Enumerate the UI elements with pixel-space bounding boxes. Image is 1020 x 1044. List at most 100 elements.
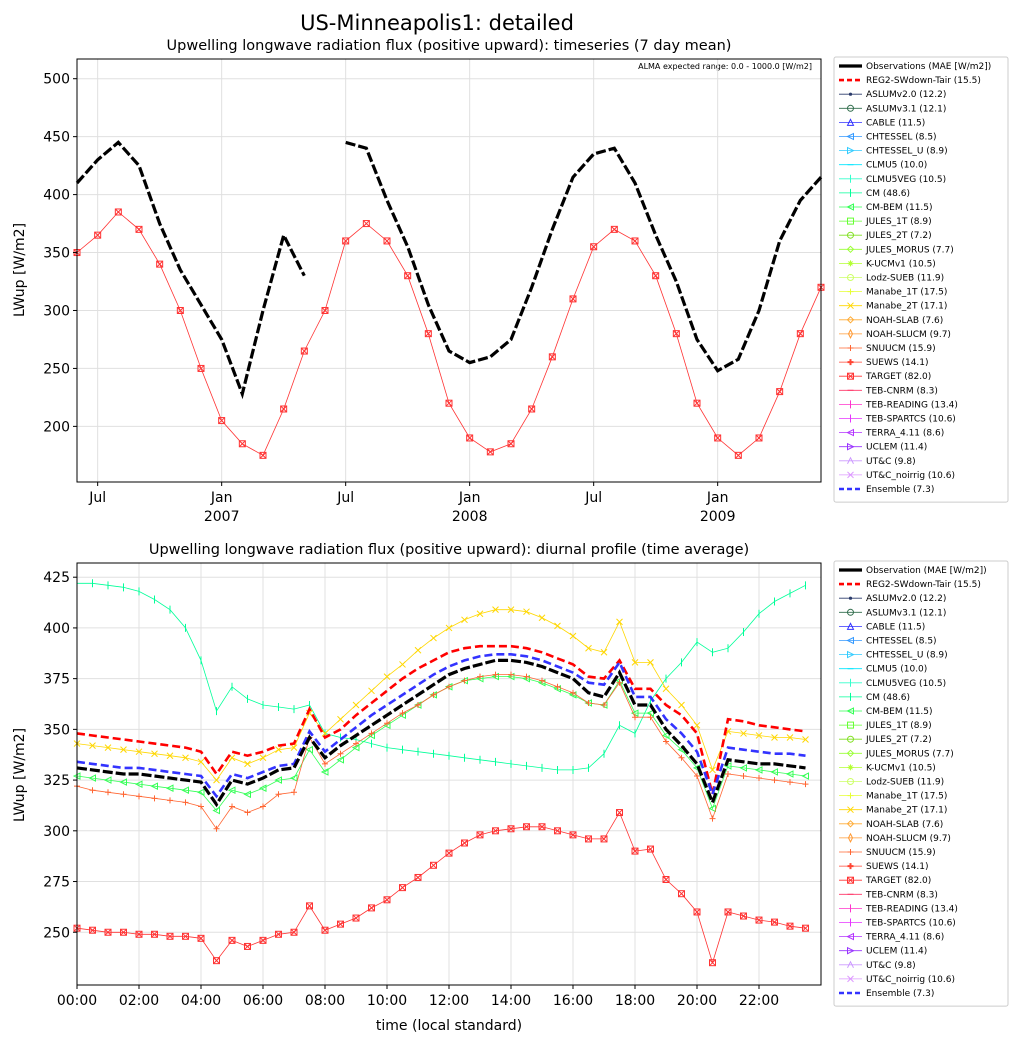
legend-label: CHTESSEL_U (8.9) [866, 651, 948, 661]
diurnal-x-tick-label: 00:00 [57, 993, 97, 1009]
diurnal-point-snuucm [260, 803, 266, 810]
diurnal-point-target-x [244, 943, 251, 950]
diurnal-point-target [662, 876, 670, 883]
legend-label: NOAH-SLAB (7.6) [866, 316, 943, 326]
diurnal-point-target [275, 930, 282, 938]
diurnal-point-manabe_2t [445, 624, 453, 632]
ts-point-target [672, 330, 680, 338]
legend-marker [847, 302, 854, 310]
ts-point-target-x [672, 330, 680, 338]
legend-marker [847, 456, 854, 465]
legend-label: JULES_1T (8.9) [865, 217, 932, 227]
diurnal-point-cm-bem [258, 784, 267, 793]
diurnal-point-target-x [585, 835, 592, 843]
legend-label: Lodz-SUEB (11.9) [866, 778, 944, 788]
diurnal-point-manabe_2t [275, 746, 282, 754]
ts-point-target-x [548, 353, 556, 361]
diurnal-y-tick-label: 275 [43, 875, 70, 891]
diurnal-point-target [693, 908, 701, 916]
legend-label: JULES_1T (8.9) [865, 721, 932, 731]
diurnal-point-target [151, 930, 158, 938]
diurnal-point-target-x [492, 827, 499, 835]
legend-label: REG2-SWdown-Tair (15.5) [866, 76, 981, 86]
diurnal-point-target [740, 912, 747, 920]
ts-point-target-x [218, 417, 226, 424]
legend-label: SUEWS (14.1) [866, 862, 929, 872]
diurnal-point-target [523, 823, 530, 831]
diurnal-y-tick-label: 400 [43, 621, 70, 637]
ts-point-target-x [507, 440, 515, 448]
diurnal-point-target [678, 890, 685, 898]
diurnal-point-snuucm [508, 671, 514, 678]
ts-point-target [238, 440, 246, 448]
diurnal-point-target-x [151, 930, 158, 938]
diurnal-x-axis-label: time (local standard) [376, 1018, 522, 1034]
ts-point-target-x [424, 330, 432, 338]
diurnal-point-cm-bem [150, 782, 158, 790]
diurnal-point-snuucm [136, 793, 142, 800]
diurnal-point-target-x [631, 847, 639, 855]
ts-point-target [218, 417, 226, 425]
legend-label: CHTESSEL (8.5) [866, 133, 937, 143]
legend-marker [847, 217, 854, 225]
diurnal-point-snuucm [275, 791, 282, 798]
diurnal-point-target [631, 847, 639, 855]
diurnal-point-manabe_2t [461, 616, 468, 624]
diurnal-point-target-x [135, 930, 143, 938]
diurnal-point-cm-bem [165, 784, 174, 793]
ts-point-target [404, 272, 412, 280]
ts-point-target [342, 237, 350, 245]
diurnal-point-manabe_2t [492, 606, 499, 614]
diurnal-point-snuucm [787, 779, 793, 786]
diurnal-point-target-x [554, 827, 561, 835]
legend-marker [847, 260, 854, 267]
legend-label: NOAH-SLUCM (9.7) [866, 330, 951, 340]
legend-marker [847, 975, 854, 983]
diurnal-point-manabe_2t [755, 732, 763, 739]
ts-point-target [610, 225, 618, 233]
diurnal-point-snuucm [353, 740, 359, 747]
diurnal-x-tick-label: 20:00 [677, 993, 717, 1009]
diurnal-x-tick-label: 12:00 [429, 993, 469, 1009]
ts-point-target [631, 237, 639, 245]
legend-label: CM-BEM (11.5) [866, 707, 933, 717]
ts-point-target [486, 448, 494, 456]
diurnal-point-snuucm [802, 781, 809, 788]
diurnal-point-cm-bem [336, 755, 344, 764]
diurnal-point-target-x [445, 849, 453, 857]
ts-point-target [321, 306, 329, 314]
ts-point-target [383, 237, 391, 245]
legend-marker [847, 442, 855, 451]
diurnal-point-target [507, 825, 515, 833]
diurnal-point-manabe_2t [538, 614, 546, 622]
legend-marker [848, 596, 853, 600]
legend-label: JULES_2T (7.2) [865, 735, 932, 745]
diurnal-point-manabe_2t [166, 752, 174, 760]
diurnal-series-reg2-swdown-tair [76, 644, 806, 795]
legend-marker [847, 832, 854, 844]
legend-label: UT&C_noirrig (10.6) [866, 471, 955, 481]
legend-label: NOAH-SLUCM (9.7) [866, 834, 951, 844]
diurnal-point-snuucm [539, 677, 545, 684]
diurnal-point-target-x [120, 928, 127, 936]
timeseries-legend: Observations (MAE [W/m2]) REG2-SWdown-Tai… [833, 56, 1009, 503]
legend-marker [847, 764, 854, 771]
ts-point-target-x [714, 434, 722, 442]
ts-point-target-x [776, 388, 784, 395]
diurnal-point-target [585, 835, 592, 843]
legend-label: TARGET (82.0) [865, 372, 931, 382]
diurnal-point-manabe_2t [600, 648, 608, 656]
diurnal-point-target [786, 922, 794, 930]
diurnal-series-cm-bem [76, 676, 806, 812]
legend-marker [847, 104, 854, 112]
ts-y-tick-label: 350 [43, 246, 70, 262]
diurnal-point-snuucm [678, 754, 685, 761]
ts-point-target-x [652, 272, 660, 280]
diurnal-y-axis-label: LWup [W/m2] [12, 728, 28, 822]
diurnal-point-cm-bem [243, 790, 251, 799]
ts-point-target-x [486, 448, 494, 456]
diurnal-point-snuucm [244, 809, 251, 816]
ts-x-tick-label: Jan [210, 490, 233, 506]
diurnal-chart: Upwelling longwave radiation flux (posit… [12, 542, 822, 1034]
legend-marker [847, 359, 854, 366]
